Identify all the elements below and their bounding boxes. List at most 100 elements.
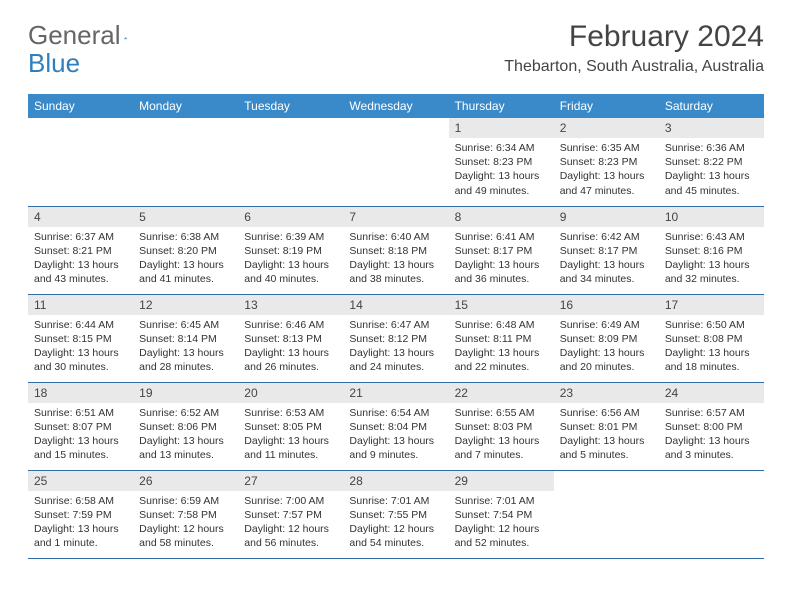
day-content: Sunrise: 6:51 AMSunset: 8:07 PMDaylight:… (28, 403, 133, 469)
calendar-day-cell: 3Sunrise: 6:36 AMSunset: 8:22 PMDaylight… (659, 118, 764, 206)
calendar-day-cell: 10Sunrise: 6:43 AMSunset: 8:16 PMDayligh… (659, 206, 764, 294)
calendar-empty-cell (659, 470, 764, 558)
day-content: Sunrise: 6:36 AMSunset: 8:22 PMDaylight:… (659, 138, 764, 204)
day-number: 24 (659, 383, 764, 403)
day-content: Sunrise: 6:38 AMSunset: 8:20 PMDaylight:… (133, 227, 238, 293)
calendar-empty-cell (133, 118, 238, 206)
day-content: Sunrise: 6:47 AMSunset: 8:12 PMDaylight:… (343, 315, 448, 381)
day-content: Sunrise: 6:48 AMSunset: 8:11 PMDaylight:… (449, 315, 554, 381)
day-content: Sunrise: 6:41 AMSunset: 8:17 PMDaylight:… (449, 227, 554, 293)
calendar-week-row: 18Sunrise: 6:51 AMSunset: 8:07 PMDayligh… (28, 382, 764, 470)
day-content: Sunrise: 6:45 AMSunset: 8:14 PMDaylight:… (133, 315, 238, 381)
calendar-body: 1Sunrise: 6:34 AMSunset: 8:23 PMDaylight… (28, 118, 764, 558)
day-content: Sunrise: 6:34 AMSunset: 8:23 PMDaylight:… (449, 138, 554, 204)
logo: General (28, 20, 146, 51)
day-content: Sunrise: 7:01 AMSunset: 7:54 PMDaylight:… (449, 491, 554, 557)
day-content: Sunrise: 6:53 AMSunset: 8:05 PMDaylight:… (238, 403, 343, 469)
weekday-header: Monday (133, 94, 238, 118)
day-number: 12 (133, 295, 238, 315)
day-number: 2 (554, 118, 659, 138)
calendar-day-cell: 26Sunrise: 6:59 AMSunset: 7:58 PMDayligh… (133, 470, 238, 558)
calendar-day-cell: 29Sunrise: 7:01 AMSunset: 7:54 PMDayligh… (449, 470, 554, 558)
day-content: Sunrise: 6:49 AMSunset: 8:09 PMDaylight:… (554, 315, 659, 381)
calendar-week-row: 11Sunrise: 6:44 AMSunset: 8:15 PMDayligh… (28, 294, 764, 382)
weekday-header: Sunday (28, 94, 133, 118)
day-content: Sunrise: 6:44 AMSunset: 8:15 PMDaylight:… (28, 315, 133, 381)
day-number: 22 (449, 383, 554, 403)
calendar-day-cell: 9Sunrise: 6:42 AMSunset: 8:17 PMDaylight… (554, 206, 659, 294)
title-block: February 2024 Thebarton, South Australia… (504, 20, 764, 76)
calendar-day-cell: 17Sunrise: 6:50 AMSunset: 8:08 PMDayligh… (659, 294, 764, 382)
day-content: Sunrise: 7:00 AMSunset: 7:57 PMDaylight:… (238, 491, 343, 557)
weekday-header: Thursday (449, 94, 554, 118)
day-content: Sunrise: 7:01 AMSunset: 7:55 PMDaylight:… (343, 491, 448, 557)
calendar-day-cell: 11Sunrise: 6:44 AMSunset: 8:15 PMDayligh… (28, 294, 133, 382)
calendar-day-cell: 1Sunrise: 6:34 AMSunset: 8:23 PMDaylight… (449, 118, 554, 206)
day-number: 11 (28, 295, 133, 315)
calendar-day-cell: 15Sunrise: 6:48 AMSunset: 8:11 PMDayligh… (449, 294, 554, 382)
calendar-day-cell: 5Sunrise: 6:38 AMSunset: 8:20 PMDaylight… (133, 206, 238, 294)
logo-text-blue: Blue (28, 48, 80, 79)
calendar-day-cell: 23Sunrise: 6:56 AMSunset: 8:01 PMDayligh… (554, 382, 659, 470)
day-number: 3 (659, 118, 764, 138)
calendar-day-cell: 25Sunrise: 6:58 AMSunset: 7:59 PMDayligh… (28, 470, 133, 558)
day-number: 26 (133, 471, 238, 491)
day-number: 23 (554, 383, 659, 403)
day-content: Sunrise: 6:58 AMSunset: 7:59 PMDaylight:… (28, 491, 133, 557)
day-number: 1 (449, 118, 554, 138)
day-number: 25 (28, 471, 133, 491)
day-number: 18 (28, 383, 133, 403)
calendar-day-cell: 27Sunrise: 7:00 AMSunset: 7:57 PMDayligh… (238, 470, 343, 558)
calendar-day-cell: 16Sunrise: 6:49 AMSunset: 8:09 PMDayligh… (554, 294, 659, 382)
day-content: Sunrise: 6:55 AMSunset: 8:03 PMDaylight:… (449, 403, 554, 469)
calendar-day-cell: 4Sunrise: 6:37 AMSunset: 8:21 PMDaylight… (28, 206, 133, 294)
weekday-header: Saturday (659, 94, 764, 118)
logo-text-general: General (28, 20, 121, 51)
calendar-day-cell: 7Sunrise: 6:40 AMSunset: 8:18 PMDaylight… (343, 206, 448, 294)
day-content: Sunrise: 6:54 AMSunset: 8:04 PMDaylight:… (343, 403, 448, 469)
day-content: Sunrise: 6:52 AMSunset: 8:06 PMDaylight:… (133, 403, 238, 469)
day-content: Sunrise: 6:50 AMSunset: 8:08 PMDaylight:… (659, 315, 764, 381)
calendar-empty-cell (238, 118, 343, 206)
day-number: 15 (449, 295, 554, 315)
calendar-week-row: 4Sunrise: 6:37 AMSunset: 8:21 PMDaylight… (28, 206, 764, 294)
day-number: 17 (659, 295, 764, 315)
day-number: 29 (449, 471, 554, 491)
day-number: 21 (343, 383, 448, 403)
day-number: 6 (238, 207, 343, 227)
calendar-day-cell: 13Sunrise: 6:46 AMSunset: 8:13 PMDayligh… (238, 294, 343, 382)
day-number: 5 (133, 207, 238, 227)
day-content: Sunrise: 6:43 AMSunset: 8:16 PMDaylight:… (659, 227, 764, 293)
weekday-header-row: SundayMondayTuesdayWednesdayThursdayFrid… (28, 94, 764, 118)
calendar-week-row: 1Sunrise: 6:34 AMSunset: 8:23 PMDaylight… (28, 118, 764, 206)
weekday-header: Wednesday (343, 94, 448, 118)
day-number: 8 (449, 207, 554, 227)
calendar-day-cell: 2Sunrise: 6:35 AMSunset: 8:23 PMDaylight… (554, 118, 659, 206)
day-content: Sunrise: 6:59 AMSunset: 7:58 PMDaylight:… (133, 491, 238, 557)
day-number: 14 (343, 295, 448, 315)
calendar-day-cell: 28Sunrise: 7:01 AMSunset: 7:55 PMDayligh… (343, 470, 448, 558)
day-number: 10 (659, 207, 764, 227)
day-number: 9 (554, 207, 659, 227)
day-content: Sunrise: 6:39 AMSunset: 8:19 PMDaylight:… (238, 227, 343, 293)
calendar-empty-cell (28, 118, 133, 206)
calendar-empty-cell (554, 470, 659, 558)
calendar-day-cell: 12Sunrise: 6:45 AMSunset: 8:14 PMDayligh… (133, 294, 238, 382)
day-number: 16 (554, 295, 659, 315)
month-title: February 2024 (504, 20, 764, 54)
calendar-empty-cell (343, 118, 448, 206)
calendar-day-cell: 24Sunrise: 6:57 AMSunset: 8:00 PMDayligh… (659, 382, 764, 470)
day-content: Sunrise: 6:57 AMSunset: 8:00 PMDaylight:… (659, 403, 764, 469)
day-number: 27 (238, 471, 343, 491)
calendar-table: SundayMondayTuesdayWednesdayThursdayFrid… (28, 94, 764, 559)
calendar-day-cell: 14Sunrise: 6:47 AMSunset: 8:12 PMDayligh… (343, 294, 448, 382)
day-number: 4 (28, 207, 133, 227)
calendar-day-cell: 18Sunrise: 6:51 AMSunset: 8:07 PMDayligh… (28, 382, 133, 470)
day-content: Sunrise: 6:37 AMSunset: 8:21 PMDaylight:… (28, 227, 133, 293)
day-number: 7 (343, 207, 448, 227)
day-number: 28 (343, 471, 448, 491)
day-number: 19 (133, 383, 238, 403)
logo-sail-icon (124, 31, 127, 45)
day-content: Sunrise: 6:46 AMSunset: 8:13 PMDaylight:… (238, 315, 343, 381)
day-content: Sunrise: 6:42 AMSunset: 8:17 PMDaylight:… (554, 227, 659, 293)
